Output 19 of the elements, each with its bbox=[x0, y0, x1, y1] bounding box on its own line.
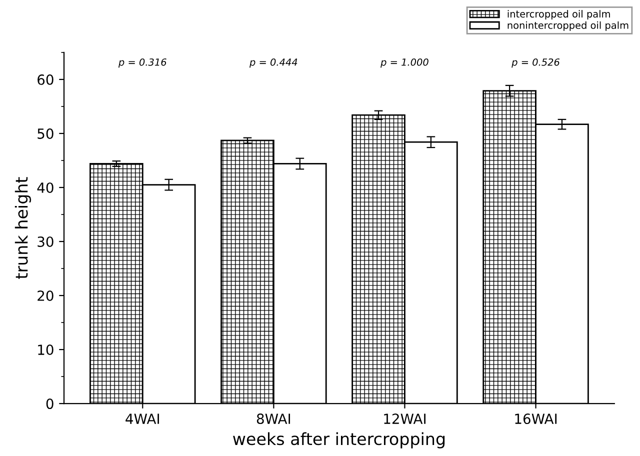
y-tick-label: 50 bbox=[38, 128, 54, 139]
y-tick-label: 20 bbox=[38, 290, 54, 301]
annotation: p = 0.526 bbox=[512, 58, 560, 68]
x-tick-label: 4WAI bbox=[126, 414, 159, 424]
x-axis-title: weeks after intercropping bbox=[233, 432, 445, 448]
annotation: p = 1.000 bbox=[380, 58, 428, 68]
annotation: p = 0.444 bbox=[249, 58, 298, 68]
y-tick-label: 30 bbox=[38, 236, 54, 247]
y-tick-label: 10 bbox=[38, 344, 54, 356]
y-tick-label: 40 bbox=[37, 182, 54, 193]
legend-label: nonintercropped oil palm bbox=[508, 21, 628, 31]
x-tick-label: 12WAI bbox=[384, 414, 426, 424]
annotation: p = 0.316 bbox=[118, 58, 166, 68]
x-tick-label: 16WAI bbox=[515, 414, 557, 424]
legend-label: intercropped oil palm bbox=[508, 10, 610, 20]
y-tick-label: 60 bbox=[38, 74, 54, 85]
x-tick-label: 8WAI bbox=[256, 414, 290, 424]
y-axis-title: trunk height bbox=[14, 177, 32, 279]
y-tick-label: 0 bbox=[46, 398, 54, 410]
